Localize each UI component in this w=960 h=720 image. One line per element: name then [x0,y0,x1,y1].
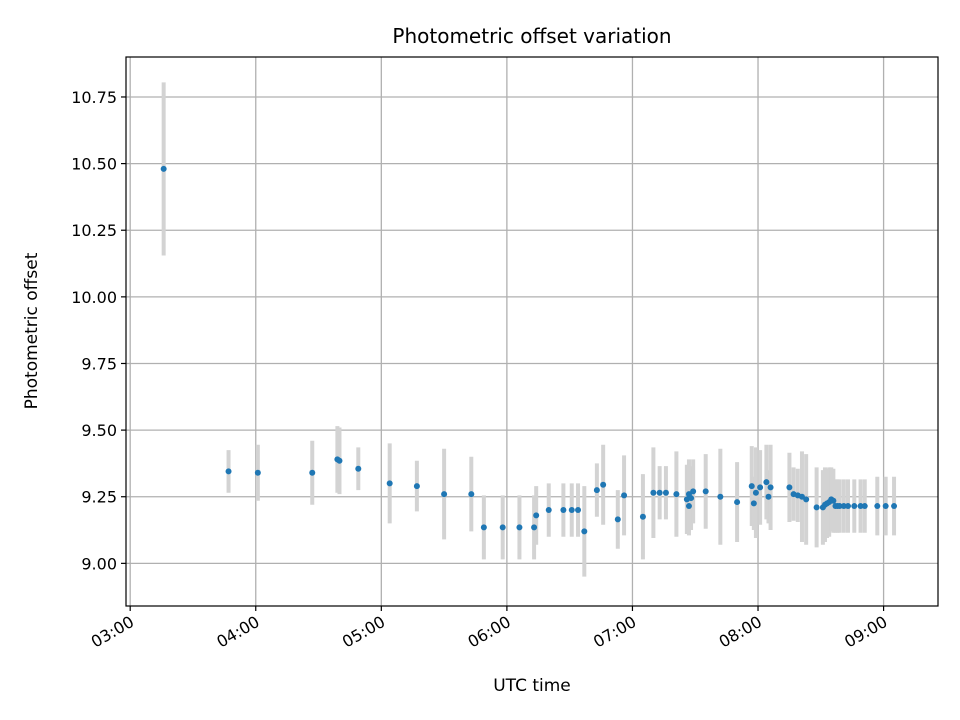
data-point [499,524,506,531]
data-point [621,492,628,499]
data-point [734,499,741,506]
plot-area-frame [125,56,939,607]
data-point [690,488,697,495]
y-tick-label: 10.75 [71,88,117,107]
data-point [160,165,167,172]
data-point [413,483,420,490]
data-point [882,503,889,510]
data-point [545,507,552,514]
data-point [857,503,864,510]
y-tick-label: 9.25 [81,488,117,507]
chart-title: Photometric offset variation [392,24,671,48]
y-tick-label: 9.75 [81,354,117,373]
data-point [386,480,393,487]
x-tick-label: 07:00 [590,612,639,652]
y-axis-label: Photometric offset [22,252,42,409]
data-point [765,493,772,500]
x-tick-label: 03:00 [88,612,137,652]
data-point [600,481,607,488]
data-point [468,491,475,498]
data-point [355,465,362,472]
y-tick-label: 9.00 [81,554,117,573]
x-axis-label: UTC time [493,676,571,696]
data-point [581,528,588,535]
y-tick-label: 10.50 [71,155,117,174]
data-point [309,469,316,476]
data-point [336,457,343,464]
grid-lines [126,57,938,606]
x-tick-label: 08:00 [716,612,765,652]
data-point [254,469,261,476]
data-point [593,487,600,494]
x-tick-label: 04:00 [213,612,262,652]
x-tick-label: 05:00 [339,612,388,652]
data-point [568,507,575,514]
data-point [688,495,695,502]
data-point [662,489,669,496]
data-point [752,489,759,496]
data-point [874,503,881,510]
data-points [160,165,898,535]
x-axis-ticks: 03:00 04:00 05:00 06:00 07:00 08:00 09:00 [88,606,891,652]
data-point [685,503,692,510]
data-point [702,488,709,495]
data-point [516,524,523,531]
data-point [786,484,793,491]
data-point [757,484,764,491]
data-point [650,489,657,496]
y-axis-ticks: 9.00 9.25 9.50 9.75 10.00 10.25 10.50 10.75 [71,88,126,573]
data-point [813,504,820,511]
data-point [891,503,898,510]
data-point [560,507,567,514]
data-point [533,512,540,519]
data-point [614,516,621,523]
data-point [767,484,774,491]
data-point [656,489,663,496]
data-point [531,524,538,531]
data-point [836,503,843,510]
data-point [441,491,448,498]
data-point [717,493,724,500]
data-point [840,503,847,510]
data-point [861,503,868,510]
data-point [575,507,582,514]
data-point [480,524,487,531]
data-point [763,479,770,486]
data-point [845,503,852,510]
data-point [803,496,810,503]
data-point [639,513,646,520]
data-point [748,483,755,490]
data-point [225,468,232,475]
data-point [830,497,837,504]
error-bars [161,82,897,577]
y-tick-label: 10.00 [71,288,117,307]
y-tick-label: 10.25 [71,221,117,240]
data-point [851,503,858,510]
y-tick-label: 9.50 [81,421,117,440]
x-tick-label: 09:00 [841,612,890,652]
data-point [750,500,757,507]
x-tick-label: 06:00 [464,612,513,652]
data-point [673,491,680,498]
